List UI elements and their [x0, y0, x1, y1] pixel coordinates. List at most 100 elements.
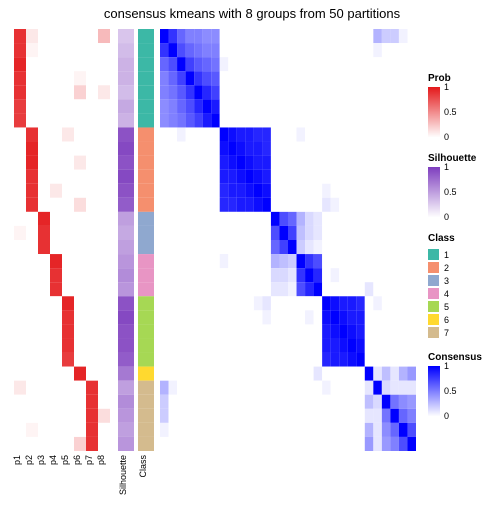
- prob-cell: [98, 170, 110, 184]
- prob-cell: [62, 57, 74, 71]
- consensus-legend-grad: [428, 387, 440, 388]
- prob-cell: [98, 423, 110, 437]
- consensus-cell: [203, 99, 212, 113]
- consensus-cell: [228, 226, 237, 240]
- consensus-cell: [297, 184, 306, 198]
- consensus-cell: [365, 423, 374, 437]
- consensus-cell: [356, 57, 365, 71]
- consensus-cell: [211, 99, 220, 113]
- consensus-cell: [254, 423, 263, 437]
- class-legend-swatch: [428, 275, 439, 286]
- consensus-cell: [254, 367, 263, 381]
- consensus-cell: [220, 381, 229, 395]
- prob-cell: [26, 99, 38, 113]
- prob-legend-grad: [428, 116, 440, 117]
- consensus-cell: [399, 226, 408, 240]
- consensus-cell: [279, 212, 288, 226]
- prob-cell: [26, 198, 38, 212]
- consensus-cell: [279, 85, 288, 99]
- prob-cell: [14, 142, 26, 156]
- consensus-cell: [220, 254, 229, 268]
- silhouette-legend-grad: [428, 177, 440, 178]
- consensus-cell: [194, 367, 203, 381]
- consensus-cell: [373, 353, 382, 367]
- consensus-cell: [203, 127, 212, 141]
- consensus-cell: [194, 310, 203, 324]
- consensus-cell: [237, 212, 246, 226]
- consensus-cell: [407, 324, 416, 338]
- prob-legend-grad: [428, 90, 440, 91]
- consensus-cell: [203, 381, 212, 395]
- consensus-cell: [271, 395, 280, 409]
- consensus-cell: [356, 353, 365, 367]
- consensus-cell: [203, 423, 212, 437]
- class-cell: [138, 113, 154, 127]
- prob-cell: [86, 184, 98, 198]
- consensus-legend-grad: [428, 389, 440, 390]
- prob-cell: [86, 71, 98, 85]
- consensus-cell: [237, 367, 246, 381]
- consensus-legend-title: Consensus: [428, 352, 482, 363]
- prob-cell: [26, 226, 38, 240]
- prob-col-label: p8: [96, 455, 106, 465]
- consensus-cell: [297, 296, 306, 310]
- consensus-cell: [177, 367, 186, 381]
- silhouette-legend-grad: [428, 185, 440, 186]
- consensus-legend-grad: [428, 394, 440, 395]
- consensus-cell: [271, 99, 280, 113]
- prob-col-label: p3: [36, 455, 46, 465]
- class-cell: [138, 310, 154, 324]
- prob-cell: [86, 367, 98, 381]
- consensus-cell: [228, 353, 237, 367]
- consensus-cell: [237, 71, 246, 85]
- consensus-cell: [186, 198, 195, 212]
- consensus-cell: [220, 43, 229, 57]
- consensus-cell: [271, 29, 280, 43]
- silhouette-cell: [118, 85, 134, 99]
- consensus-cell: [194, 127, 203, 141]
- consensus-cell: [262, 212, 271, 226]
- silhouette-cell: [118, 324, 134, 338]
- consensus-cell: [399, 127, 408, 141]
- consensus-legend-grad: [428, 415, 440, 416]
- consensus-cell: [262, 99, 271, 113]
- consensus-cell: [356, 310, 365, 324]
- consensus-cell: [382, 127, 391, 141]
- consensus-cell: [348, 170, 357, 184]
- prob-cell: [26, 71, 38, 85]
- consensus-cell: [314, 353, 323, 367]
- consensus-cell: [271, 409, 280, 423]
- consensus-cell: [254, 282, 263, 296]
- consensus-cell: [237, 423, 246, 437]
- prob-legend-grad: [428, 123, 440, 124]
- prob-cell: [38, 338, 50, 352]
- consensus-cell: [254, 437, 263, 451]
- prob-col-label: p6: [72, 455, 82, 465]
- prob-cell: [74, 212, 86, 226]
- consensus-cell: [331, 282, 340, 296]
- consensus-cell: [373, 156, 382, 170]
- consensus-cell: [220, 282, 229, 296]
- consensus-cell: [339, 395, 348, 409]
- consensus-cell: [203, 113, 212, 127]
- consensus-cell: [373, 254, 382, 268]
- prob-legend-tick: 0: [444, 132, 449, 142]
- consensus-cell: [237, 296, 246, 310]
- consensus-cell: [297, 212, 306, 226]
- prob-legend-grad: [428, 117, 440, 118]
- consensus-cell: [254, 268, 263, 282]
- consensus-cell: [194, 85, 203, 99]
- silhouette-legend-grad: [428, 216, 440, 217]
- silhouette-label: Silhouette: [118, 455, 128, 495]
- prob-cell: [14, 268, 26, 282]
- consensus-cell: [356, 142, 365, 156]
- consensus-cell: [169, 170, 178, 184]
- consensus-cell: [288, 156, 297, 170]
- consensus-legend-grad: [428, 412, 440, 413]
- consensus-cell: [271, 367, 280, 381]
- prob-legend-grad: [428, 89, 440, 90]
- consensus-cell: [245, 156, 254, 170]
- prob-cell: [86, 156, 98, 170]
- silhouette-legend-tick: 0.5: [444, 187, 457, 197]
- consensus-cell: [356, 324, 365, 338]
